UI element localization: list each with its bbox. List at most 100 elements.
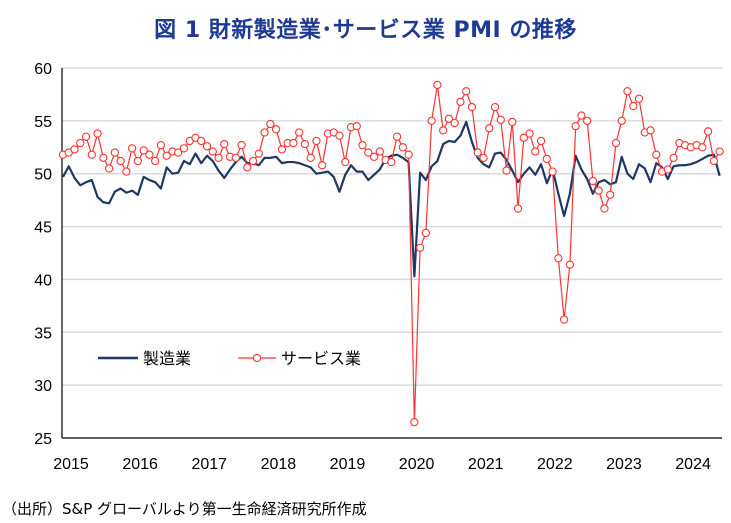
services-data-point <box>202 142 212 151</box>
services-data-point <box>548 167 557 176</box>
services-data-point <box>277 145 287 154</box>
services-data-point <box>536 136 546 146</box>
legend-marker-services <box>252 353 262 363</box>
services-data-point <box>450 118 459 128</box>
services-data-point <box>606 190 615 200</box>
services-data-point <box>266 119 275 129</box>
x-tick-label: 2016 <box>122 456 158 473</box>
series-line-services <box>62 84 721 423</box>
services-data-point <box>70 145 79 154</box>
services-data-point <box>525 129 534 138</box>
x-tick-label: 2020 <box>399 456 435 473</box>
services-data-point <box>554 254 563 263</box>
services-data-point <box>415 243 425 252</box>
series-line-manufacturing <box>62 120 721 278</box>
services-data-point <box>220 139 229 149</box>
services-data-point <box>467 102 477 112</box>
services-data-point <box>421 228 431 238</box>
services-data-point <box>335 131 344 140</box>
services-data-point <box>87 150 96 159</box>
services-data-point <box>565 260 575 269</box>
y-tick-label: 45 <box>34 220 52 237</box>
services-data-point <box>289 138 298 148</box>
services-data-point <box>295 128 304 137</box>
services-data-point <box>214 153 223 163</box>
services-data-point <box>456 97 465 106</box>
services-data-point <box>513 204 523 213</box>
services-data-point <box>260 128 269 137</box>
y-tick-label: 55 <box>34 114 52 131</box>
services-data-point <box>122 167 131 176</box>
chart-title: 図 1 財新製造業･サービス業 PMI の推移 <box>154 18 577 43</box>
services-data-point <box>81 132 91 141</box>
services-data-point <box>410 417 419 427</box>
services-data-point <box>646 126 655 135</box>
services-data-point <box>248 156 258 166</box>
services-data-point <box>577 111 586 120</box>
y-tick-label: 50 <box>34 167 52 184</box>
services-data-point <box>444 114 454 123</box>
services-data-point <box>542 154 551 164</box>
services-data-point <box>496 115 505 124</box>
services-data-point <box>179 144 189 153</box>
services-data-point <box>110 148 119 157</box>
services-data-point <box>151 156 160 166</box>
x-tick-label: 2017 <box>191 456 227 473</box>
services-data-point <box>663 165 672 174</box>
services-data-point <box>145 150 154 159</box>
services-data-point <box>369 152 379 161</box>
services-data-point <box>519 133 528 142</box>
services-data-point <box>404 150 413 159</box>
services-data-point <box>634 94 644 103</box>
x-tick-label: 2024 <box>675 456 711 473</box>
services-data-point <box>588 176 598 186</box>
services-data-point <box>93 129 102 138</box>
services-data-point <box>623 87 632 96</box>
services-data-point <box>162 151 171 160</box>
x-tick-label: 2021 <box>468 456 504 473</box>
services-data-point <box>490 102 500 112</box>
services-data-point <box>715 147 724 156</box>
legend-label-services: サービス業 <box>281 349 361 368</box>
services-data-point <box>652 150 661 159</box>
services-data-point <box>156 141 166 150</box>
services-data-point <box>99 153 108 163</box>
services-data-point <box>387 157 396 167</box>
services-data-point <box>531 147 540 156</box>
services-data-point <box>254 149 263 158</box>
services-data-point <box>208 147 217 156</box>
services-data-point <box>709 156 719 166</box>
services-data-point <box>571 121 580 131</box>
services-data-point <box>197 136 206 146</box>
services-data-point <box>502 166 511 175</box>
services-data-point <box>127 144 137 153</box>
services-data-point <box>611 138 621 148</box>
services-data-point <box>243 163 252 172</box>
services-data-point <box>669 153 678 163</box>
services-data-point <box>271 125 281 134</box>
services-data-point <box>237 141 246 150</box>
x-tick-label: 2015 <box>53 456 89 473</box>
services-data-point <box>174 148 183 157</box>
services-data-point <box>479 153 488 163</box>
legend-label-manufacturing: 製造業 <box>143 349 191 368</box>
source-note: （出所）S&P グローバルより第一生命経済研究所作成 <box>2 500 367 518</box>
services-data-point <box>427 116 436 126</box>
services-data-point <box>76 138 85 148</box>
services-data-point <box>559 315 569 324</box>
services-data-point <box>352 121 361 131</box>
services-data-point <box>398 143 407 152</box>
services-data-point <box>600 204 609 213</box>
services-data-point <box>433 80 442 90</box>
services-data-point <box>594 186 603 195</box>
x-tick-label: 2018 <box>261 456 297 473</box>
services-data-point <box>300 139 310 149</box>
services-data-point <box>364 148 373 157</box>
x-tick-label: 2019 <box>330 456 366 473</box>
services-data-point <box>139 146 148 155</box>
services-data-point <box>583 116 592 126</box>
x-tick-label: 2023 <box>606 456 642 473</box>
services-data-point <box>629 101 638 111</box>
